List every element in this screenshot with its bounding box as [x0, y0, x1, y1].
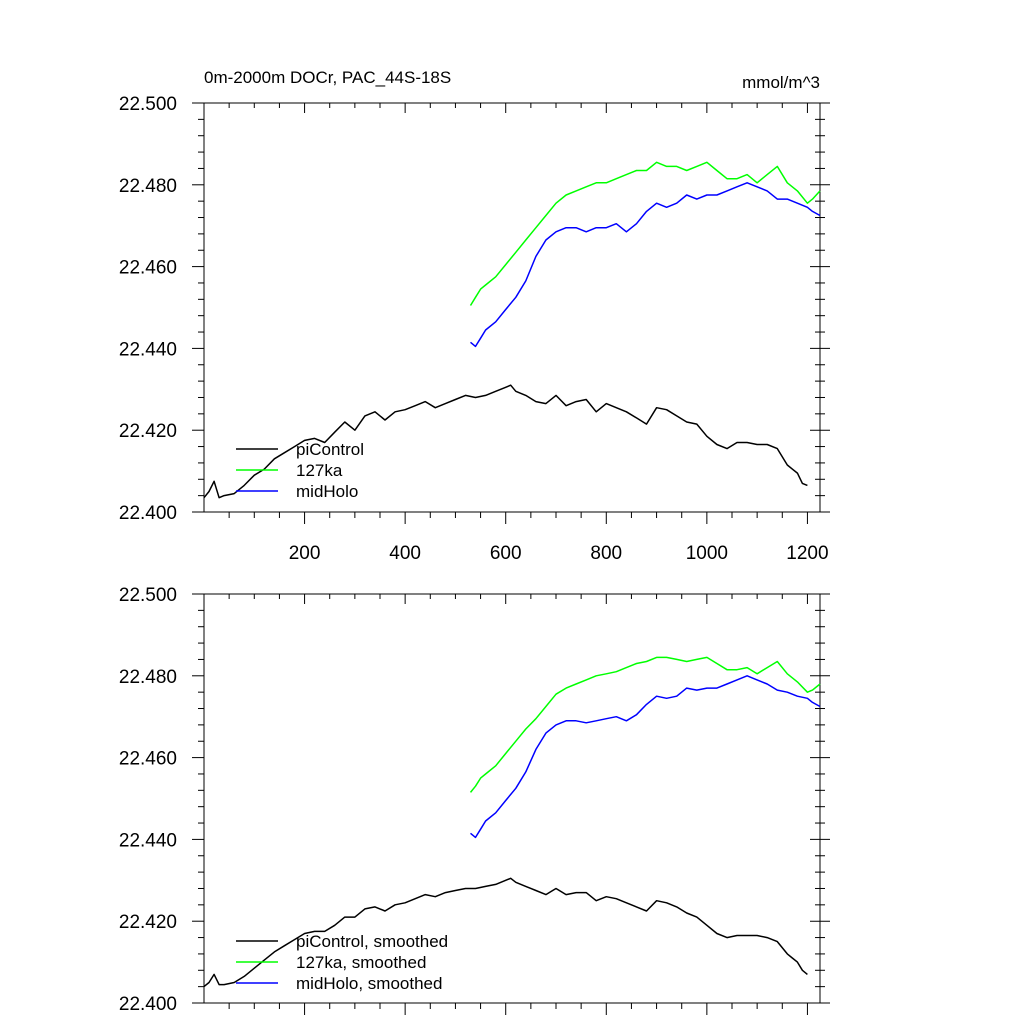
y-tick-label: 22.480 — [119, 176, 177, 197]
series-line-midholo-smoothed — [470, 675, 821, 839]
y-tick-label: 22.440 — [119, 830, 177, 851]
tick-marks — [192, 593, 830, 1015]
y-tick-label: 22.460 — [119, 258, 177, 279]
x-tick-label: 800 — [590, 543, 622, 564]
plot-frame — [203, 102, 821, 513]
series-line-picontrol-smoothed — [203, 877, 808, 988]
y-tick-label: 22.500 — [119, 94, 177, 115]
tick-marks — [192, 102, 830, 524]
legend-label-midholo: midHolo — [296, 482, 358, 501]
legend: piControl, smoothed 127ka, smoothed midH… — [236, 932, 448, 993]
series-line-127ka-smoothed — [469, 656, 821, 793]
series-lines — [203, 656, 821, 988]
legend-label-127ka-smoothed: 127ka, smoothed — [296, 953, 426, 972]
units-label: mmol/m^3 — [742, 73, 820, 92]
x-tick-labels: 200 400 600 800 1000 1200 — [289, 543, 829, 564]
legend-label-picontrol: piControl — [296, 440, 364, 459]
y-tick-labels: 22.400 22.420 22.440 22.460 22.480 22.500 — [119, 94, 177, 524]
x-tick-label: 600 — [490, 543, 522, 564]
y-tick-label: 22.460 — [119, 749, 177, 770]
legend-label-picontrol-smoothed: piControl, smoothed — [296, 932, 448, 951]
y-tick-label: 22.480 — [119, 667, 177, 688]
series-line-midholo — [470, 182, 821, 348]
bottom-panel: 22.400 22.420 22.440 22.460 22.480 22.500 piC… — [119, 585, 830, 1015]
y-tick-label: 22.420 — [119, 421, 177, 442]
legend-label-midholo-smoothed: midHolo, smoothed — [296, 974, 442, 993]
series-line-picontrol — [203, 384, 808, 499]
y-tick-label: 22.400 — [119, 994, 177, 1015]
y-tick-label: 22.500 — [119, 585, 177, 606]
x-tick-label: 200 — [289, 543, 321, 564]
legend: piControl 127ka midHolo — [236, 440, 364, 501]
x-tick-label: 1200 — [786, 543, 828, 564]
x-tick-label: 1000 — [686, 543, 728, 564]
chart-title: 0m-2000m DOCr, PAC_44S-18S — [204, 68, 451, 87]
x-tick-label: 400 — [389, 543, 421, 564]
series-line-127ka — [469, 161, 821, 306]
y-tick-labels: 22.400 22.420 22.440 22.460 22.480 22.500 — [119, 585, 177, 1015]
y-tick-label: 22.400 — [119, 503, 177, 524]
plot-frame — [203, 593, 821, 1004]
y-tick-label: 22.420 — [119, 912, 177, 933]
y-tick-label: 22.440 — [119, 339, 177, 360]
top-panel: 0m-2000m DOCr, PAC_44S-18S mmol/m^3 200 4… — [119, 68, 830, 564]
legend-label-127ka: 127ka — [296, 461, 343, 480]
series-lines — [203, 161, 821, 499]
